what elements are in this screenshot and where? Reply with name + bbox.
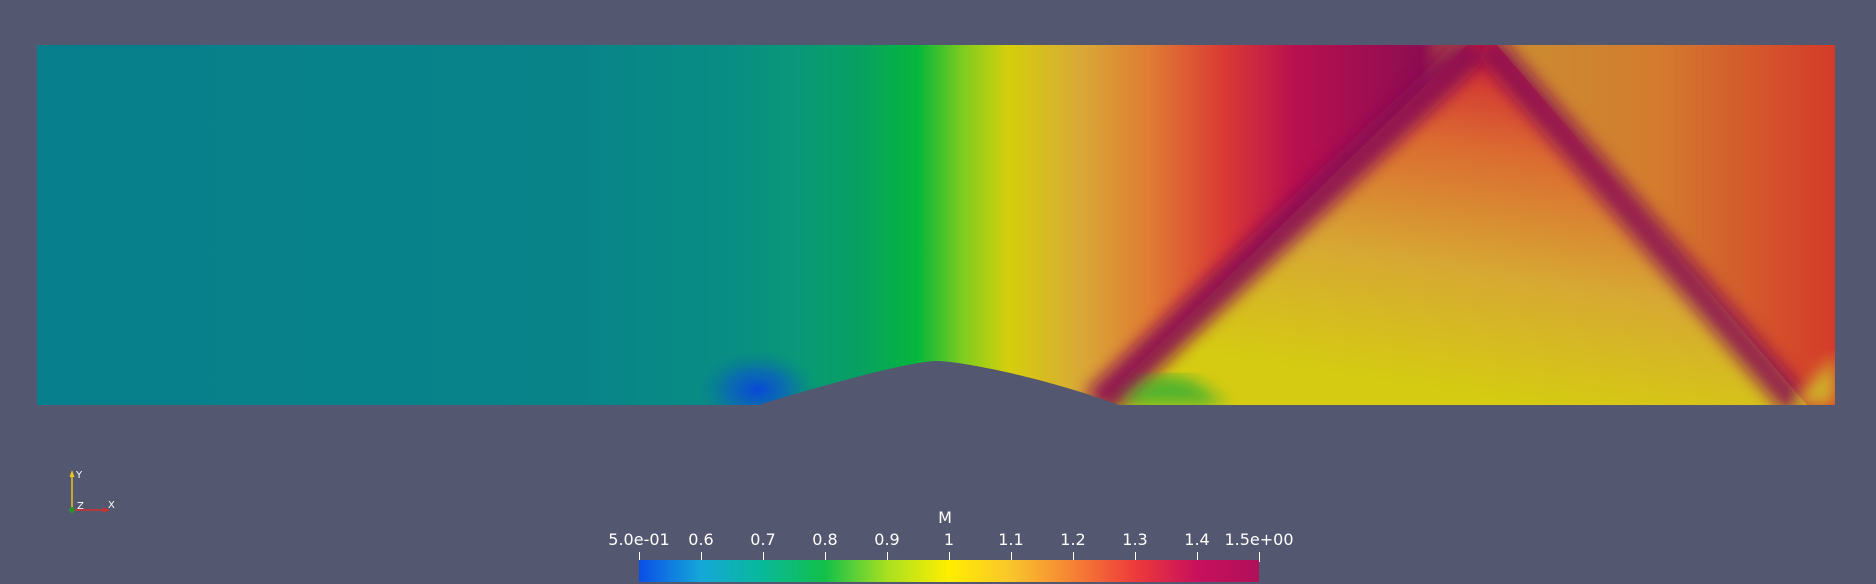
colorbar-tick-mark: [1011, 552, 1012, 562]
axes-orientation-triad: Y X Z: [69, 470, 115, 513]
bump-profile: [758, 361, 1120, 405]
colorbar-legend: M 5.0e-01 0.6 0.7 0.8 0.9 1 1.1 1.2 1.3 1.4 1.5e+0…: [608, 508, 1294, 582]
colorbar-tick-label: 5.0e-01: [608, 530, 670, 549]
colorbar-tick-label: 0.6: [688, 530, 714, 549]
colorbar-tick-mark: [763, 552, 764, 562]
colorbar-tick-mark: [701, 552, 702, 562]
colorbar-tick-mark: [639, 552, 640, 562]
colorbar-tick-label: 1.1: [998, 530, 1024, 549]
y-axis-label: Y: [75, 470, 83, 481]
z-axis-label: Z: [77, 501, 84, 512]
colorbar-tick-label: 1.4: [1184, 530, 1210, 549]
mach-contour-field: [37, 45, 1835, 405]
colorbar-tick-label: 1: [943, 530, 955, 549]
colorbar-ramp: [639, 560, 1259, 582]
colorbar-tick-mark: [1135, 552, 1136, 562]
colorbar-tick-mark: [1259, 552, 1260, 562]
colorbar-tick-mark: [887, 552, 888, 562]
colorbar-title: M: [938, 508, 952, 527]
colorbar-tick-label: 0.7: [750, 530, 776, 549]
colorbar-tick-label: 1.5e+00: [1224, 530, 1294, 549]
colorbar-tick-label: 1.3: [1122, 530, 1148, 549]
colorbar-tick-label: 0.8: [812, 530, 838, 549]
colorbar-tick-mark: [949, 552, 950, 562]
colorbar-tick-mark: [1073, 552, 1074, 562]
x-axis-label: X: [108, 500, 115, 511]
colorbar-tick-mark: [825, 552, 826, 562]
colorbar-tick-label: 1.2: [1060, 530, 1086, 549]
colorbar-tick-mark: [1197, 552, 1198, 562]
colorbar-tick-label: 0.9: [874, 530, 900, 549]
